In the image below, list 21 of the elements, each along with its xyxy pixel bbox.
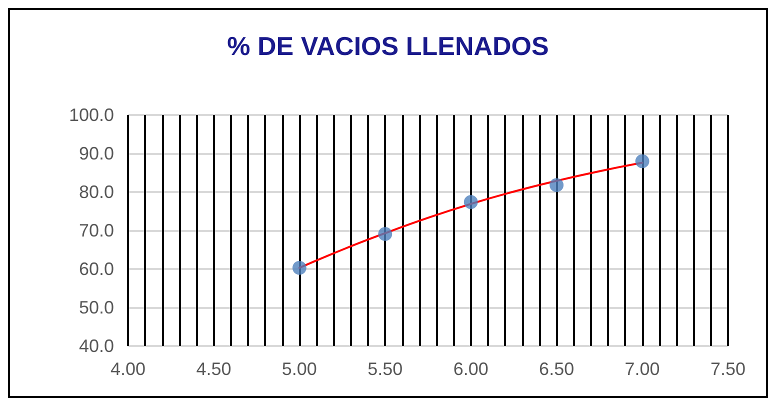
point: [635, 154, 650, 168]
x-tick-label: 6.00: [453, 359, 488, 379]
x-tick-label: 6.50: [539, 359, 574, 379]
x-tick-label: 7.50: [710, 359, 746, 379]
y-tick-label: 40.0: [78, 336, 114, 356]
y-tick-label: 80.0: [78, 182, 114, 202]
x-tick-label: 5.00: [282, 359, 317, 379]
y-tick-label: 90.0: [78, 144, 114, 164]
x-tick-label: 4.00: [110, 359, 146, 379]
x-tick-label: 4.50: [196, 359, 232, 379]
x-tick-label: 5.50: [368, 359, 403, 379]
y-tick-label: 100.0: [68, 105, 114, 125]
y-tick-label: 70.0: [78, 220, 114, 240]
point: [550, 178, 564, 192]
y-tick-label: 60.0: [78, 259, 114, 279]
point: [378, 226, 392, 241]
y-tick-label: 50.0: [78, 298, 114, 318]
point: [292, 260, 306, 275]
chart-title: % DE VACIOS LLENADOS: [227, 31, 549, 61]
x-tick-label: 7.00: [624, 359, 660, 379]
point: [464, 195, 478, 210]
